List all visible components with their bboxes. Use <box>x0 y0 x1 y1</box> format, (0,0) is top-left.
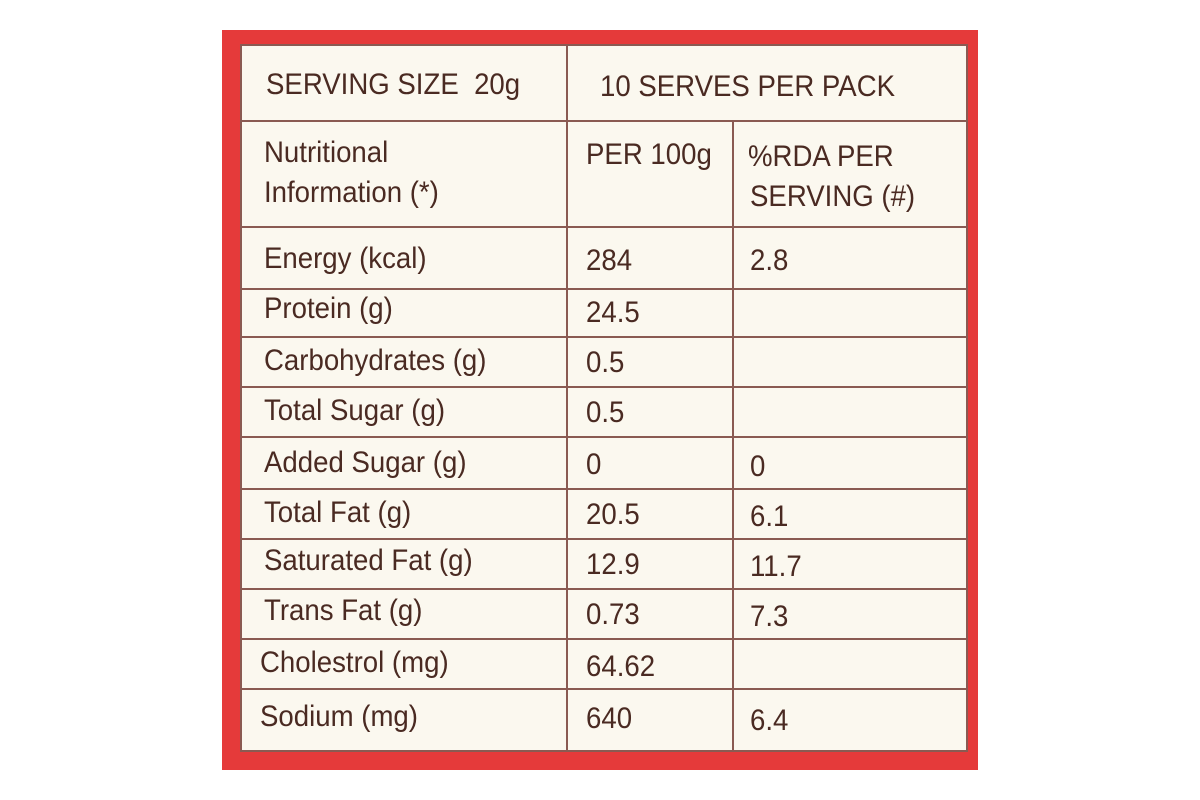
nutrition-table: SERVING SIZE 20g 10 SERVES PER PACK Nutr… <box>240 44 968 752</box>
row-name: Energy (kcal) <box>264 242 427 275</box>
row-rda: 2.8 <box>750 244 789 277</box>
rule-row-9 <box>242 688 966 690</box>
serves-per-pack: 10 SERVES PER PACK <box>600 70 896 103</box>
row-name: Protein (g) <box>264 292 393 325</box>
column-header-rda-line1: %RDA PER <box>748 140 894 173</box>
row-rda: 11.7 <box>750 550 802 583</box>
row-rda: 6.4 <box>750 704 789 737</box>
rule-row-1 <box>242 288 966 290</box>
column-header-label-line1: Nutritional <box>264 136 389 169</box>
column-header-label-line2: Information (*) <box>264 176 439 209</box>
row-name: Total Sugar (g) <box>264 394 446 427</box>
row-per-100g: 12.9 <box>586 548 640 581</box>
row-per-100g: 24.5 <box>586 296 640 329</box>
column-divider-2 <box>732 120 734 750</box>
row-per-100g: 640 <box>586 702 633 735</box>
row-per-100g: 20.5 <box>586 498 640 531</box>
rule-row-4 <box>242 436 966 438</box>
row-per-100g: 0.5 <box>586 346 625 379</box>
serving-size: SERVING SIZE 20g <box>266 68 521 101</box>
column-header-rda-line2: SERVING (#) <box>750 180 916 213</box>
row-rda: 6.1 <box>750 500 789 533</box>
rule-row-8 <box>242 638 966 640</box>
row-per-100g: 64.62 <box>586 650 656 683</box>
row-name: Cholestrol (mg) <box>260 646 449 679</box>
row-per-100g: 0 <box>586 448 602 481</box>
rule-row-2 <box>242 336 966 338</box>
rule-row-7 <box>242 588 966 590</box>
row-name: Total Fat (g) <box>264 496 412 529</box>
column-divider-1 <box>566 46 568 750</box>
row-per-100g: 0.73 <box>586 598 640 631</box>
row-per-100g: 0.5 <box>586 396 625 429</box>
row-name: Trans Fat (g) <box>264 594 423 627</box>
rule-row-5 <box>242 488 966 490</box>
row-rda: 7.3 <box>750 600 789 633</box>
row-per-100g: 284 <box>586 244 633 277</box>
rule-column-headers <box>242 226 966 228</box>
rule-row-3 <box>242 386 966 388</box>
row-name: Saturated Fat (g) <box>264 544 473 577</box>
row-name: Sodium (mg) <box>260 700 418 733</box>
row-name: Added Sugar (g) <box>264 446 467 479</box>
row-rda: 0 <box>750 450 766 483</box>
rule-row-6 <box>242 538 966 540</box>
column-header-per-100g: PER 100g <box>586 138 712 171</box>
row-name: Carbohydrates (g) <box>264 344 487 377</box>
rule-header <box>242 120 966 122</box>
